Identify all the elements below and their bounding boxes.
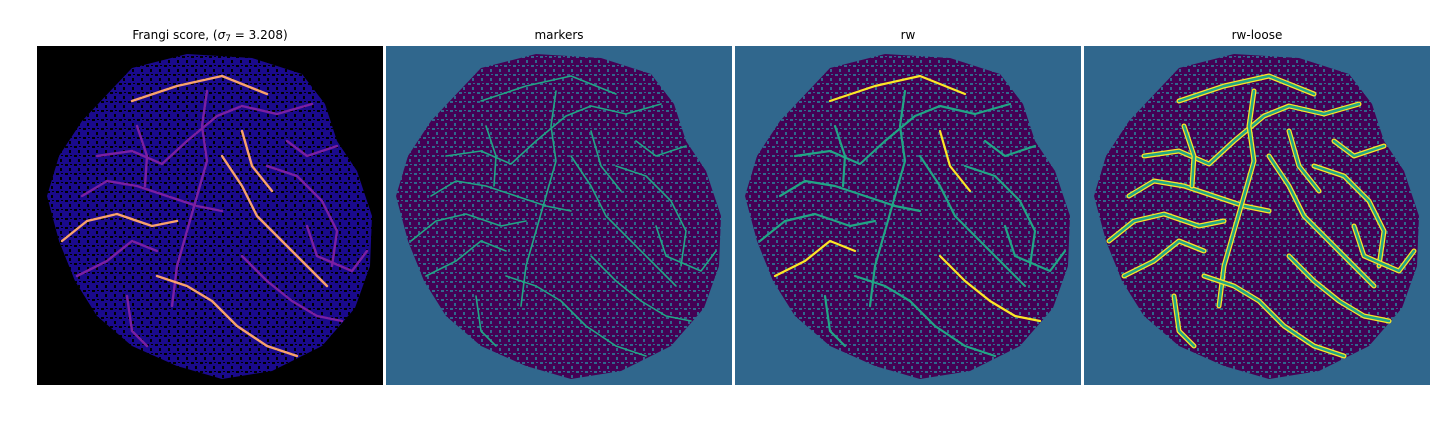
vessel — [240, 254, 344, 323]
vessel-core — [1172, 294, 1196, 348]
vessel — [938, 254, 1042, 323]
vessel-core — [1107, 212, 1226, 243]
vessel — [938, 129, 972, 193]
vessel — [963, 164, 1037, 268]
vessel — [590, 130, 622, 192]
vessel — [868, 89, 907, 308]
vessel — [520, 90, 557, 307]
rw-image — [735, 46, 1081, 385]
vessel — [615, 165, 687, 267]
vessel — [590, 255, 692, 322]
markers-image — [386, 46, 732, 385]
vessel-core — [1267, 154, 1376, 288]
markers-panel-title: markers — [534, 28, 584, 42]
vessel — [75, 239, 159, 278]
vessel — [425, 240, 507, 277]
vessel — [125, 294, 149, 348]
tissue-region — [396, 54, 721, 379]
vessel — [305, 224, 369, 273]
vessel — [778, 179, 922, 213]
vessel-core — [1352, 224, 1416, 273]
vessel-core — [1287, 129, 1321, 193]
vessel — [80, 179, 224, 213]
vessel — [918, 154, 1027, 288]
vessel — [823, 294, 847, 348]
vessel — [240, 129, 274, 193]
vessel-core — [1202, 274, 1346, 358]
vessel-core — [1287, 254, 1391, 323]
vessel — [853, 274, 997, 358]
vessel — [410, 213, 527, 242]
vessel-core — [1332, 139, 1386, 158]
vessel — [635, 140, 687, 157]
vessel — [828, 74, 967, 103]
vessel — [155, 274, 299, 358]
vessel — [135, 124, 149, 188]
vessel — [655, 225, 717, 272]
rw-svg — [735, 46, 1081, 385]
frangi-panel-title: Frangi score, (σ7 = 3.208) — [132, 28, 288, 44]
frangi-score-svg — [37, 46, 383, 385]
vessel — [758, 212, 877, 243]
vessel — [480, 75, 617, 102]
vessel — [570, 155, 677, 287]
vessel-core — [1217, 89, 1256, 308]
vessel-core — [1127, 179, 1271, 213]
rw-loose-svg — [1084, 46, 1430, 385]
vessel-core — [1122, 239, 1206, 278]
rw-loose-image — [1084, 46, 1430, 385]
vessel-core — [1312, 164, 1386, 268]
vessel — [833, 124, 847, 188]
vessel — [1003, 224, 1067, 273]
vessel — [265, 164, 339, 268]
markers-svg — [386, 46, 732, 385]
vessel — [983, 139, 1037, 158]
vessel — [130, 74, 269, 103]
vessel-core — [1182, 124, 1196, 188]
vessel — [285, 139, 339, 158]
vessel — [60, 212, 179, 243]
vessel — [430, 180, 572, 212]
vessel — [505, 275, 647, 357]
vessel — [220, 154, 329, 288]
rw-loose-panel-title: rw-loose — [1231, 28, 1283, 42]
vessel-core — [1177, 74, 1316, 103]
rw-panel-title: rw — [900, 28, 916, 42]
vessel — [475, 295, 497, 347]
vessel — [773, 239, 857, 278]
vessel — [170, 89, 209, 308]
frangi-score-image — [37, 46, 383, 385]
vessel — [485, 125, 497, 187]
